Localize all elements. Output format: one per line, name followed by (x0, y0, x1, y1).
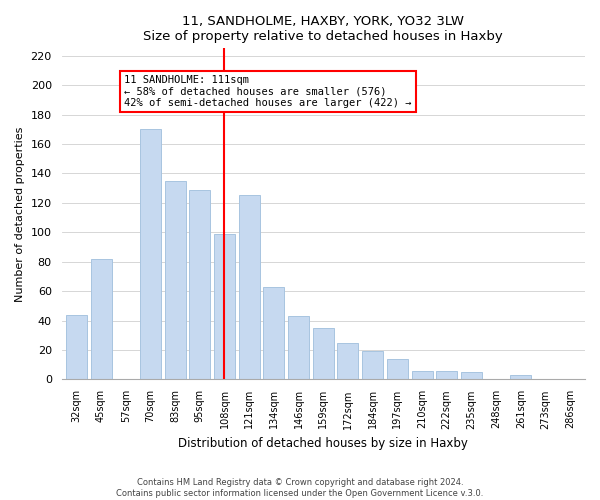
Bar (239, 196, 260, 380)
Bar (387, 359, 408, 380)
Bar (436, 370, 457, 380)
X-axis label: Distribution of detached houses by size in Haxby: Distribution of detached houses by size … (178, 437, 468, 450)
Title: 11, SANDHOLME, HAXBY, YORK, YO32 3LW
Size of property relative to detached house: 11, SANDHOLME, HAXBY, YORK, YO32 3LW Siz… (143, 15, 503, 43)
Bar (362, 352, 383, 380)
Bar (313, 328, 334, 380)
Y-axis label: Number of detached properties: Number of detached properties (15, 126, 25, 302)
Bar (263, 286, 284, 380)
Bar (66, 314, 87, 380)
Bar (190, 190, 210, 380)
Bar (214, 234, 235, 380)
Bar (412, 370, 433, 380)
Bar (91, 259, 112, 380)
Bar (337, 342, 358, 380)
Text: Contains HM Land Registry data © Crown copyright and database right 2024.
Contai: Contains HM Land Registry data © Crown c… (116, 478, 484, 498)
Bar (140, 130, 161, 380)
Bar (288, 316, 309, 380)
Text: 11 SANDHOLME: 111sqm
← 58% of detached houses are smaller (576)
42% of semi-deta: 11 SANDHOLME: 111sqm ← 58% of detached h… (124, 75, 412, 108)
Bar (461, 372, 482, 380)
Bar (511, 375, 531, 380)
Bar (164, 181, 185, 380)
